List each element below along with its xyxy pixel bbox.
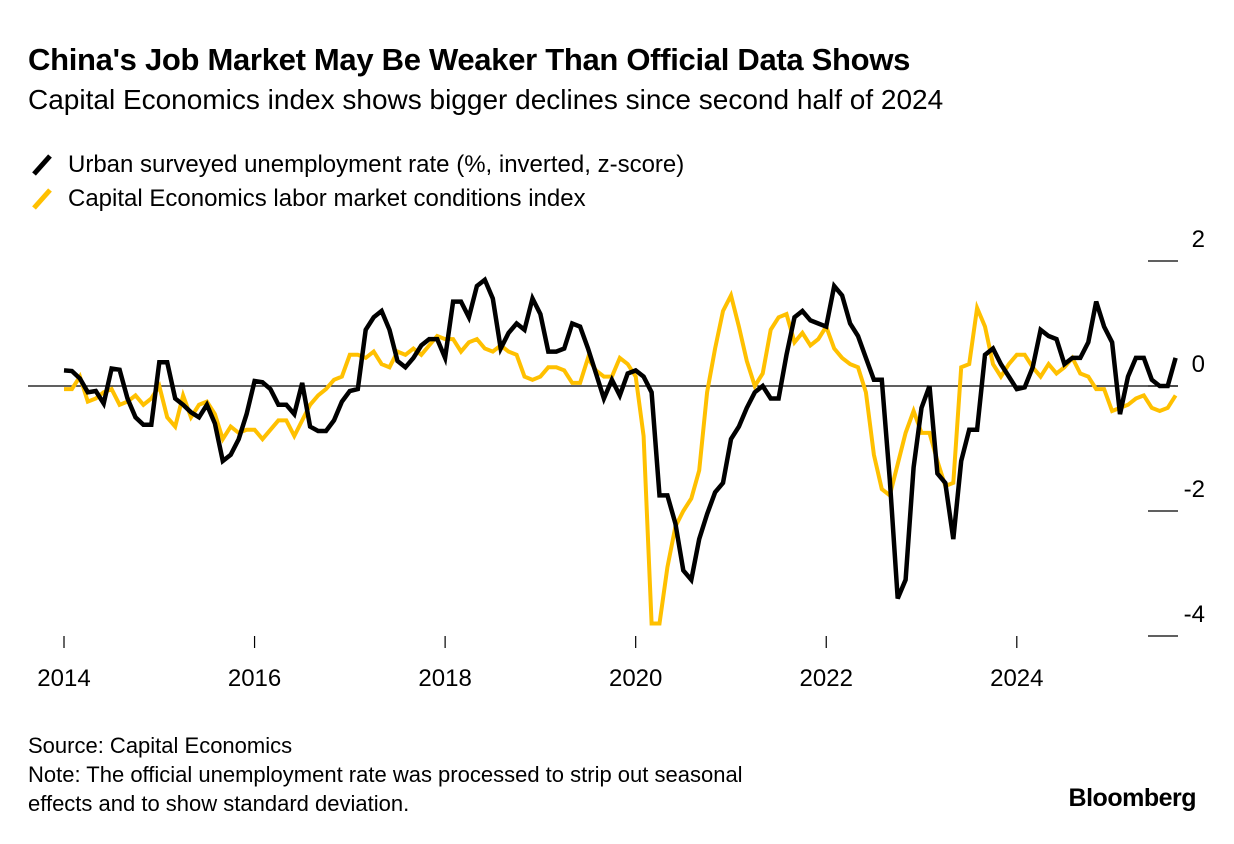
x-tick-label: 2020 [609, 665, 662, 692]
note-line-1: Note: The official unemployment rate was… [28, 762, 743, 787]
x-tick-label: 2024 [990, 665, 1043, 692]
x-tick-label: 2018 [418, 665, 471, 692]
chart-title: China's Job Market May Be Weaker Than Of… [28, 42, 911, 77]
y-tick-label: -2 [1184, 476, 1205, 503]
series-group [63, 276, 1178, 626]
series-line-unemployment [63, 276, 1178, 600]
legend-swatch-yellow-slash-icon [30, 186, 56, 212]
note-line-2: effects and to show standard deviation. [28, 791, 410, 816]
legend-label: Capital Economics labor market condition… [68, 185, 586, 212]
legend-label: Urban surveyed unemployment rate (%, inv… [68, 151, 685, 178]
x-tick-label: 2016 [228, 665, 281, 692]
legend-swatch-black-slash-icon [30, 152, 56, 178]
bloomberg-logo: Bloomberg [1068, 784, 1197, 812]
series-line-labor-index [64, 289, 1178, 626]
y-tick-label: 0 [1192, 351, 1205, 378]
y-tick-label: 2 [1192, 226, 1205, 253]
y-tick-label: -4 [1184, 601, 1205, 628]
x-tick-label: 2022 [800, 665, 853, 692]
legend: Urban surveyed unemployment rate (%, inv… [30, 148, 684, 216]
source-note: Source: Capital Economics [28, 733, 293, 758]
legend-item-unemployment: Urban surveyed unemployment rate (%, inv… [30, 148, 684, 182]
x-tick-label: 2014 [37, 665, 90, 692]
chart-subtitle: Capital Economics index shows bigger dec… [28, 84, 944, 115]
legend-item-labor-index: Capital Economics labor market condition… [30, 182, 684, 216]
footer: Source: Capital Economics Note: The offi… [28, 731, 743, 818]
axes: 2 0 -2 -4 2014 2016 2018 2020 2022 2024 [28, 226, 1205, 692]
